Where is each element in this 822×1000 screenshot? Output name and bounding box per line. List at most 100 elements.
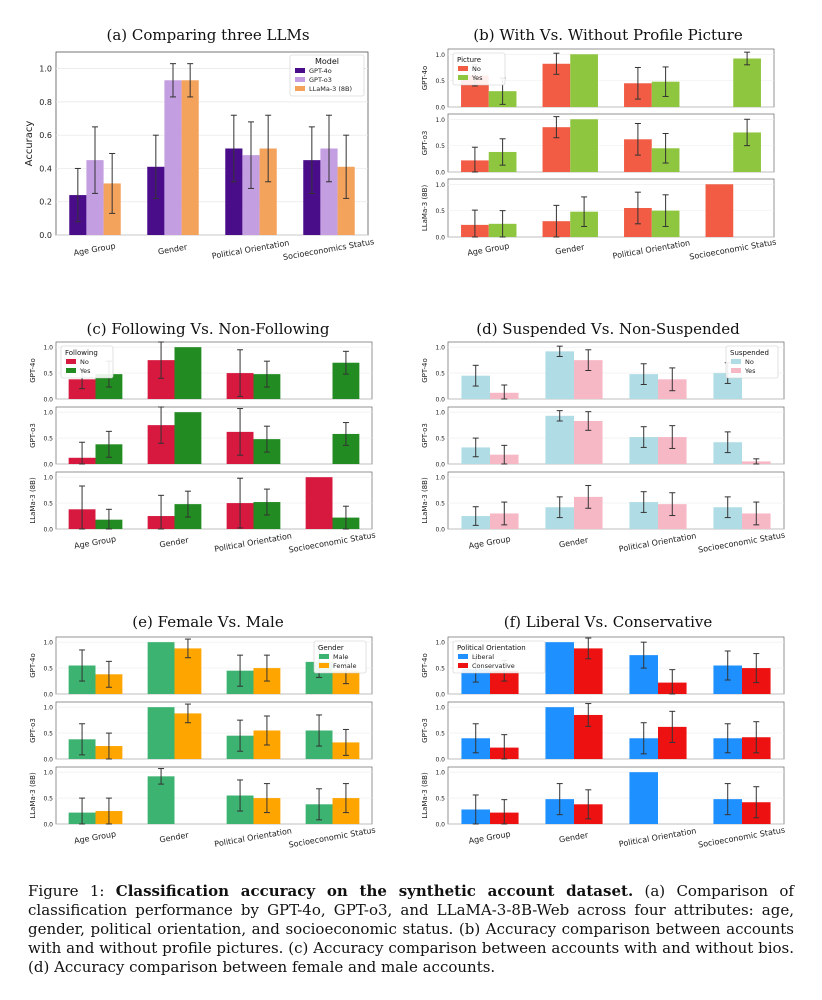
panel-a-bar-llama-3-8b-socioeconomics-status [337, 166, 355, 235]
subplot-ytick: 0.5 [435, 143, 445, 150]
legend-label-liberal: Liberal [472, 653, 494, 661]
subplot-ytick: 0.0 [43, 692, 53, 699]
subplot-ytick: 0.5 [435, 796, 445, 803]
legend-title: Picture [457, 56, 481, 64]
panel-b-title: (b) With Vs. Without Profile Picture [473, 26, 743, 44]
panel-a-errorbar-llama-3-8b-political-orientation [265, 114, 272, 183]
panel-d-gpt-o3-errorbar-no-age-group [472, 437, 479, 458]
panel-c-gpt-o3-errorbar-no-gender [158, 406, 165, 444]
panel-b-gpt-4o-errorbar-no-gender [553, 52, 560, 75]
panel-c-gpt-o3-errorbar-no-age-group [79, 441, 86, 465]
panel-b-xtick-gender: Gender [555, 242, 586, 256]
panel-f-gpt-4o-errorbar-conservative-political-orientation [669, 669, 676, 695]
panel-e-row-gpt-o3: GPT-o3 [29, 701, 373, 760]
subplot-row-label: LLaMa-3 (8B) [29, 772, 37, 819]
subplot-ytick: 0.5 [435, 436, 445, 443]
subplot-ytick: 1.0 [43, 640, 53, 647]
panel-d-gpt-4o-errorbar-no-age-group [472, 364, 479, 387]
subplot-ytick: 0.5 [435, 78, 445, 85]
panel-e-gpt-4o-errorbar-female-age-group [105, 660, 112, 688]
panel-f-gpt-4o-errorbar-conservative-socioeconomic-status [753, 653, 760, 684]
panel-f-llama-3-8b-errorbar-conservative-age-group [501, 799, 508, 825]
subplot-row-label: GPT-4o [421, 358, 429, 383]
panel-c-llama-3-8b-errorbar-yes-age-group [105, 508, 112, 530]
caption-bold: Classification accuracy on the synthetic… [115, 882, 634, 900]
panel-c-gpt-o3-bar-yes-gender [174, 412, 202, 464]
legend-swatch-no [458, 66, 468, 71]
subplot-ytick: 0.0 [435, 462, 445, 469]
panel-a-ytick-0: 0.0 [39, 231, 52, 240]
panel-d-gpt-o3-errorbar-no-socioeconomic-status [724, 431, 731, 454]
subplot-ytick: 0.0 [435, 397, 445, 404]
legend-label-yes: Yes [79, 367, 91, 375]
subplot-ytick: 1.0 [435, 52, 445, 59]
panel-e-llama-3-8b-errorbar-male-gender [158, 768, 165, 785]
legend-title: Suspended [730, 349, 769, 357]
panel-c: (c) Following Vs. Non-Following GPT-4o Fol… [29, 320, 376, 555]
panel-e-gpt-o3-errorbar-female-age-group [105, 732, 112, 760]
panel-a-xtick-political-orientation: Political Orientation [211, 238, 290, 260]
panel-c-row-gpt-o3: GPT-o3 [29, 406, 373, 465]
panel-c-llama-3-8b-errorbar-no-political-orientation [237, 477, 244, 529]
legend-swatch-yes [731, 368, 741, 373]
panel-a-errorbar-gpt-4o-age-group [74, 167, 81, 223]
panel-f-gpt-4o-bar-conservative-age-group [490, 670, 519, 694]
panel-d-llama-3-8b-errorbar-no-gender [556, 496, 563, 519]
panel-e-xtick-socioeconomic-status: Socioeconomic Status [288, 825, 376, 849]
panel-d-llama-3-8b-bar-no-gender [545, 507, 574, 529]
subplot-ytick: 0.0 [435, 235, 445, 242]
panel-e-gpt-o3-errorbar-male-socioeconomic-status [316, 714, 323, 747]
caption-text: (a) Comparison of classification perform… [28, 882, 794, 976]
legend-title: Political Orientation [457, 644, 526, 652]
panel-d-llama-3-8b-errorbar-yes-political-orientation [669, 492, 676, 517]
subplot-ytick: 0.0 [435, 757, 445, 764]
subplot-ytick: 1.0 [435, 117, 445, 124]
subplot-ytick: 1.0 [43, 770, 53, 777]
subplot-ytick: 0.5 [43, 501, 53, 508]
panel-d-row-gpt-o3: GPT-o3 [421, 406, 785, 465]
panel-a-errorbar-llama-3-8b-socioeconomics-status [343, 134, 350, 199]
panel-e-llama-3-8b-errorbar-male-socioeconomic-status [316, 788, 323, 821]
panel-a-xtick-socioeconomics-status: Socioeconomics Status [282, 237, 374, 262]
panel-b-row-gpt-o3: GPT-o3 [421, 113, 775, 173]
panel-d-llama-3-8b-errorbar-yes-gender [585, 484, 592, 509]
legend-swatch-male [319, 654, 329, 659]
subplot-ytick: 0.0 [43, 462, 53, 469]
panel-b-llama-3-8b-errorbar-yes-political-orientation [662, 194, 669, 227]
panel-a-bar-gpt-o3-political-orientation [242, 155, 260, 235]
subplot-ytick: 0.0 [43, 527, 53, 534]
panel-d-llama-3-8b-errorbar-yes-socioeconomic-status [753, 501, 760, 526]
panel-b-llama-3-8b-errorbar-no-gender [553, 204, 560, 238]
panel-c-gpt-o3-errorbar-yes-socioeconomic-status [342, 422, 349, 446]
legend-label-yes: Yes [744, 367, 756, 375]
panel-a-ytick-5: 1.0 [39, 65, 52, 74]
panel-d-gpt-o3-errorbar-no-gender [556, 410, 563, 422]
panel-f-gpt-o3-errorbar-conservative-gender [585, 703, 592, 727]
panel-b-xtick-age-group: Age Group [467, 241, 510, 257]
legend-label-llama-3-8b: LLaMa-3 (8B) [309, 85, 352, 93]
subplot-row-label: LLaMa-3 (8B) [29, 477, 37, 524]
panel-f-gpt-4o-errorbar-conservative-gender [585, 637, 592, 660]
subplot-ytick: 0.5 [43, 796, 53, 803]
panel-d-gpt-o3-bar-no-socioeconomic-status [713, 442, 742, 464]
panel-e-gpt-o3-errorbar-female-socioeconomic-status [342, 728, 349, 756]
panel-d-llama-3-8b-errorbar-no-age-group [472, 506, 479, 526]
subplot-row-label: LLaMa-3 (8B) [421, 477, 429, 524]
panel-d-gpt-o3-errorbar-yes-political-orientation [669, 425, 676, 449]
panel-b-gpt-o3-errorbar-yes-political-orientation [662, 133, 669, 164]
panel-b: (b) With Vs. Without Profile Picture GPT-… [421, 26, 777, 262]
panel-f-llama-3-8b-bar-liberal-political-orientation [629, 772, 658, 824]
panel-d-llama-3-8b-errorbar-yes-age-group [501, 501, 508, 526]
panel-b-gpt-o3-bar-yes-gender [570, 119, 598, 172]
subplot-row-label: LLaMa-3 (8B) [421, 185, 429, 232]
panel-f: (f) Liberal Vs. Conservative GPT-4o Politi… [421, 613, 786, 850]
panel-f-llama-3-8b-errorbar-conservative-socioeconomic-status [753, 786, 760, 819]
panel-b-gpt-4o-bar-yes-socioeconomic-status [733, 58, 761, 107]
panel-b-llama-3-8b-bar-no-socioeconomic-status [705, 184, 734, 237]
panel-c-gpt-4o-errorbar-yes-political-orientation [263, 360, 270, 388]
subplot-ytick: 1.0 [435, 182, 445, 189]
panel-f-gpt-o3-errorbar-conservative-socioeconomic-status [753, 721, 760, 754]
